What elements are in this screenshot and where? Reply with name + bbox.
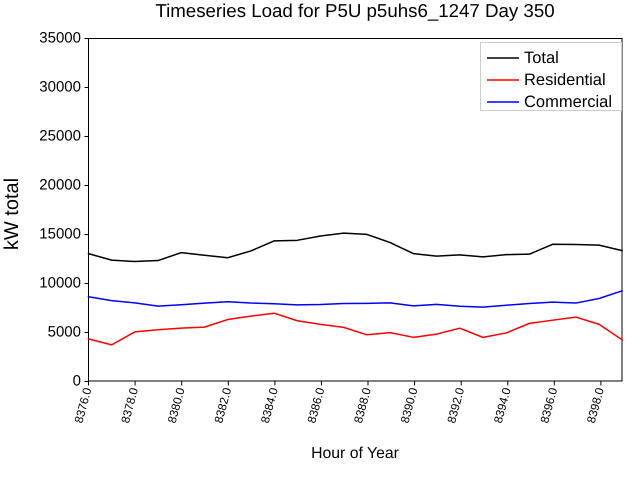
svg-text:20000: 20000 xyxy=(39,177,81,194)
svg-text:10000: 10000 xyxy=(39,275,81,292)
svg-text:35000: 35000 xyxy=(39,30,81,47)
svg-text:Total: Total xyxy=(524,49,559,67)
svg-text:Residential: Residential xyxy=(524,71,606,89)
svg-text:5000: 5000 xyxy=(48,324,81,341)
svg-text:30000: 30000 xyxy=(39,79,81,96)
svg-text:Hour of Year: Hour of Year xyxy=(311,445,399,462)
svg-text:Commercial: Commercial xyxy=(524,93,612,111)
svg-text:25000: 25000 xyxy=(39,128,81,145)
svg-text:kW total: kW total xyxy=(1,178,23,250)
svg-text:15000: 15000 xyxy=(39,226,81,243)
svg-text:Timeseries Load for P5U p5uhs6: Timeseries Load for P5U p5uhs6_1247 Day … xyxy=(155,0,554,21)
